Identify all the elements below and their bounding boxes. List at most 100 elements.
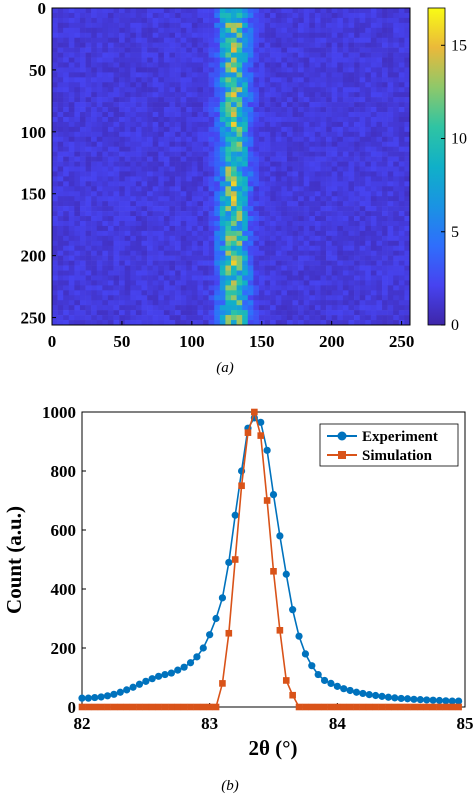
- heatmap-cell: [169, 290, 176, 296]
- heatmap-cell: [141, 126, 148, 133]
- heatmap-cell: [303, 32, 310, 39]
- heatmap-cell: [158, 166, 165, 172]
- heatmap-cell: [85, 270, 92, 276]
- heatmap-cell: [191, 250, 198, 256]
- heatmap-cell: [147, 290, 153, 296]
- heatmap-cell: [331, 156, 338, 162]
- heatmap-cell: [219, 112, 226, 118]
- heatmap-cell: [292, 116, 299, 123]
- heatmap-cell: [359, 176, 366, 182]
- heatmap-cell: [141, 151, 148, 157]
- heatmap-cell: [214, 12, 221, 19]
- heatmap-cell: [320, 295, 327, 301]
- heatmap-cell: [203, 156, 209, 162]
- heatmap-cell: [152, 87, 159, 93]
- heatmap-cell: [404, 116, 411, 123]
- heatmap-cell: [85, 176, 92, 182]
- heatmap-cell: [191, 22, 198, 29]
- heatmap-cell: [314, 230, 321, 237]
- heatmap-cell: [96, 77, 103, 83]
- heatmap-cell: [219, 107, 226, 113]
- heatmap-cell: [141, 57, 148, 63]
- heatmap-cell: [231, 161, 237, 167]
- heatmap-cell: [214, 255, 221, 261]
- heatmap-cell: [309, 191, 316, 197]
- heatmap-cell: [354, 181, 360, 187]
- heatmap-cell: [208, 141, 215, 147]
- heatmap-cell: [281, 116, 288, 123]
- heatmap-cell: [63, 77, 70, 83]
- heatmap-cell: [191, 107, 198, 113]
- heatmap-cell: [124, 116, 131, 123]
- heatmap-cell: [214, 166, 221, 172]
- heatmap-cell: [135, 62, 142, 68]
- heatmap-cell: [175, 196, 181, 202]
- heatmap-cell: [270, 186, 277, 192]
- heatmap-cell: [175, 121, 181, 128]
- heatmap-cell: [191, 280, 198, 286]
- heatmap-cell: [236, 37, 243, 43]
- heatmap-cell: [365, 290, 372, 296]
- heatmap-cell: [191, 260, 198, 266]
- heatmap-cell: [398, 77, 405, 83]
- heatmap-cell: [186, 161, 193, 167]
- heatmap-cell: [270, 141, 277, 147]
- heatmap-cell: [314, 220, 321, 227]
- heatmap-cell: [52, 220, 58, 227]
- heatmap-cell: [186, 97, 193, 103]
- heatmap-cell: [57, 42, 64, 48]
- heatmap-cell: [253, 201, 260, 207]
- heatmap-cell: [370, 107, 377, 113]
- heatmap-cell: [163, 146, 170, 152]
- heatmap-cell: [236, 230, 243, 237]
- heatmap-cell: [264, 27, 271, 34]
- heatmap-cell: [236, 12, 243, 19]
- heatmap-cell: [96, 62, 103, 68]
- heatmap-cell: [214, 270, 221, 276]
- heatmap-cell: [286, 151, 293, 157]
- heatmap-cell: [214, 67, 221, 73]
- data-point-experiment: [212, 614, 220, 623]
- heatmap-cell: [107, 305, 114, 311]
- heatmap-cell: [292, 201, 299, 207]
- heatmap-cell: [264, 57, 271, 63]
- y-tick-label: 200: [21, 247, 47, 266]
- heatmap-cell: [186, 12, 193, 19]
- heatmap-cell: [102, 300, 109, 306]
- heatmap-cell: [163, 12, 170, 19]
- heatmap-cell: [387, 27, 394, 34]
- heatmap-cell: [79, 151, 86, 157]
- heatmap-cell: [85, 300, 92, 306]
- heatmap-cell: [163, 181, 170, 187]
- heatmap-cell: [152, 216, 159, 222]
- heatmap-cell: [130, 82, 137, 88]
- heatmap-cell: [52, 275, 58, 281]
- heatmap-cell: [247, 265, 254, 271]
- heatmap-cell: [175, 305, 181, 311]
- heatmap-cell: [96, 141, 103, 147]
- heatmap-cell: [175, 27, 181, 34]
- heatmap-cell: [225, 57, 232, 63]
- heatmap-cell: [286, 72, 293, 78]
- heatmap-cell: [354, 17, 360, 24]
- heatmap-cell: [382, 270, 388, 276]
- heatmap-cell: [264, 300, 271, 306]
- heatmap-cell: [141, 136, 148, 143]
- heatmap-cell: [163, 72, 170, 78]
- heatmap-cell: [163, 225, 170, 232]
- heatmap-cell: [208, 151, 215, 157]
- heatmap-cell: [303, 156, 310, 162]
- heatmap-cell: [236, 300, 243, 306]
- heatmap-cell: [147, 186, 153, 192]
- heatmap-cell: [365, 181, 372, 187]
- heatmap-cell: [320, 121, 327, 128]
- heatmap-cell: [303, 112, 310, 118]
- heatmap-cell: [404, 176, 411, 182]
- heatmap-cell: [85, 92, 92, 98]
- heatmap-cell: [331, 235, 338, 242]
- heatmap-cell: [219, 141, 226, 147]
- data-point-simulation: [231, 556, 239, 563]
- heatmap-cell: [107, 8, 114, 14]
- heatmap-cell: [236, 121, 243, 128]
- heatmap-cell: [370, 255, 377, 261]
